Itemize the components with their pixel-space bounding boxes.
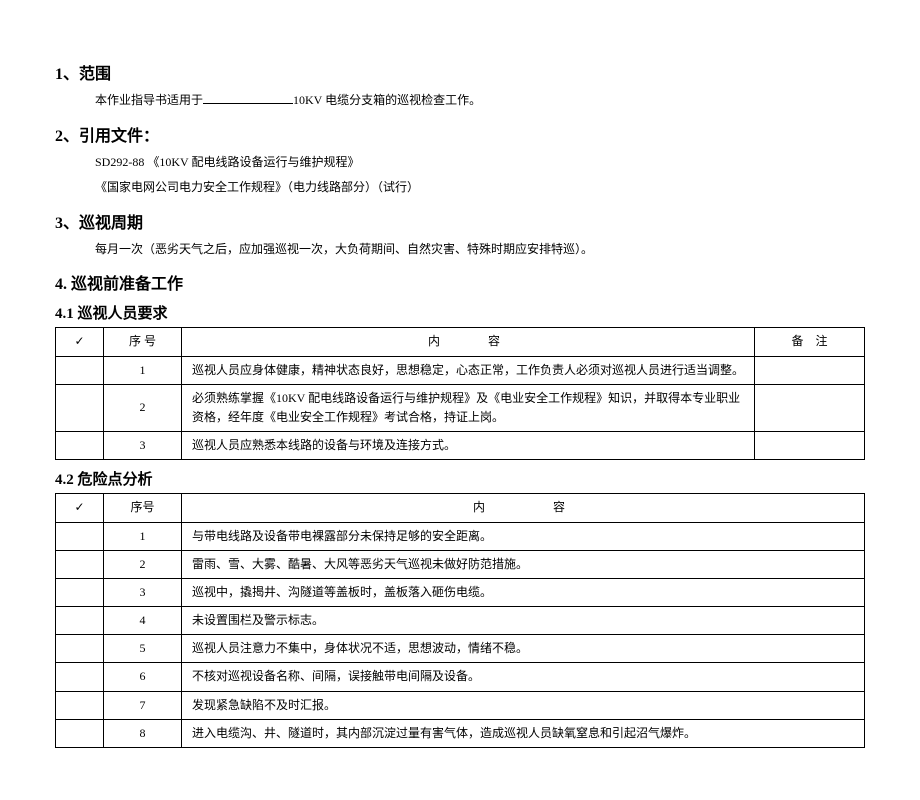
cell-num: 5	[104, 635, 182, 663]
cell-check	[56, 719, 104, 747]
cell-num: 3	[104, 578, 182, 606]
th-remark: 备 注	[755, 328, 865, 356]
cell-remark	[755, 356, 865, 384]
table-row: 1与带电线路及设备带电裸露部分未保持足够的安全距离。	[56, 522, 865, 550]
table-row: 3巡视人员应熟悉本线路的设备与环境及连接方式。	[56, 432, 865, 460]
cell-check	[56, 550, 104, 578]
cell-content: 雷雨、雪、大雾、酷暑、大风等恶劣天气巡视未做好防范措施。	[182, 550, 865, 578]
table-row: 2必须熟练掌握《10KV 配电线路设备运行与维护规程》及《电业安全工作规程》知识…	[56, 384, 865, 431]
cell-content: 必须熟练掌握《10KV 配电线路设备运行与维护规程》及《电业安全工作规程》知识，…	[182, 384, 755, 431]
section-41-heading: 4.1 巡视人员要求	[55, 302, 865, 323]
th-content: 内 容	[182, 494, 865, 522]
table-row: 8进入电缆沟、井、隧道时，其内部沉淀过量有害气体，造成巡视人员缺氧窒息和引起沼气…	[56, 719, 865, 747]
cell-check	[56, 356, 104, 384]
cell-content: 不核对巡视设备名称、间隔，误接触带电间隔及设备。	[182, 663, 865, 691]
cell-content: 与带电线路及设备带电裸露部分未保持足够的安全距离。	[182, 522, 865, 550]
cell-num: 4	[104, 607, 182, 635]
section-2-line1: SD292-88 《10KV 配电线路设备运行与维护规程》	[95, 152, 865, 174]
table-personnel: ✓ 序 号 内 容 备 注 1巡视人员应身体健康，精神状态良好，思想稳定，心态正…	[55, 327, 865, 460]
table-row: 3巡视中，撬揭井、沟隧道等盖板时，盖板落入砸伤电缆。	[56, 578, 865, 606]
section-3-body: 每月一次（恶劣天气之后，应加强巡视一次，大负荷期间、自然灾害、特殊时期应安排特巡…	[95, 239, 865, 261]
cell-check	[56, 607, 104, 635]
table-row: 7发现紧急缺陷不及时汇报。	[56, 691, 865, 719]
th-check: ✓	[56, 494, 104, 522]
cell-num: 2	[104, 550, 182, 578]
cell-content: 巡视中，撬揭井、沟隧道等盖板时，盖板落入砸伤电缆。	[182, 578, 865, 606]
cell-content: 巡视人员注意力不集中，身体状况不适，思想波动，情绪不稳。	[182, 635, 865, 663]
cell-num: 2	[104, 384, 182, 431]
th-num: 序号	[104, 494, 182, 522]
table-header-row: ✓ 序 号 内 容 备 注	[56, 328, 865, 356]
cell-check	[56, 635, 104, 663]
cell-check	[56, 384, 104, 431]
th-check: ✓	[56, 328, 104, 356]
section-1-heading: 1、范围	[55, 60, 865, 84]
cell-check	[56, 432, 104, 460]
cell-check	[56, 578, 104, 606]
cell-num: 1	[104, 356, 182, 384]
section-1-body: 本作业指导书适用于 10KV 电缆分支箱的巡视检查工作。	[95, 90, 865, 112]
section-2-line2: 《国家电网公司电力安全工作规程》（电力线路部分）（试行）	[95, 177, 865, 199]
th-content: 内 容	[182, 328, 755, 356]
table-risk: ✓ 序号 内 容 1与带电线路及设备带电裸露部分未保持足够的安全距离。2雷雨、雪…	[55, 493, 865, 748]
cell-remark	[755, 384, 865, 431]
cell-check	[56, 663, 104, 691]
cell-num: 7	[104, 691, 182, 719]
table-row: 2雷雨、雪、大雾、酷暑、大风等恶劣天气巡视未做好防范措施。	[56, 550, 865, 578]
cell-check	[56, 522, 104, 550]
table-row: 1巡视人员应身体健康，精神状态良好，思想稳定，心态正常，工作负责人必须对巡视人员…	[56, 356, 865, 384]
cell-content: 巡视人员应身体健康，精神状态良好，思想稳定，心态正常，工作负责人必须对巡视人员进…	[182, 356, 755, 384]
section-3-heading: 3、巡视周期	[55, 209, 865, 233]
table-row: 4未设置围栏及警示标志。	[56, 607, 865, 635]
cell-remark	[755, 432, 865, 460]
th-num: 序 号	[104, 328, 182, 356]
cell-content: 进入电缆沟、井、隧道时，其内部沉淀过量有害气体，造成巡视人员缺氧窒息和引起沼气爆…	[182, 719, 865, 747]
cell-content: 未设置围栏及警示标志。	[182, 607, 865, 635]
cell-check	[56, 691, 104, 719]
table-header-row: ✓ 序号 内 容	[56, 494, 865, 522]
section-2-heading: 2、引用文件：	[55, 122, 865, 146]
cell-num: 8	[104, 719, 182, 747]
cell-content: 发现紧急缺陷不及时汇报。	[182, 691, 865, 719]
table-row: 5巡视人员注意力不集中，身体状况不适，思想波动，情绪不稳。	[56, 635, 865, 663]
cell-num: 1	[104, 522, 182, 550]
table-row: 6不核对巡视设备名称、间隔，误接触带电间隔及设备。	[56, 663, 865, 691]
s1-suffix: 10KV 电缆分支箱的巡视检查工作。	[293, 93, 481, 107]
cell-num: 6	[104, 663, 182, 691]
section-42-heading: 4.2 危险点分析	[55, 468, 865, 489]
cell-num: 3	[104, 432, 182, 460]
section-4-heading: 4. 巡视前准备工作	[55, 270, 865, 294]
cell-content: 巡视人员应熟悉本线路的设备与环境及连接方式。	[182, 432, 755, 460]
s1-prefix: 本作业指导书适用于	[95, 93, 203, 107]
blank-field	[203, 103, 293, 104]
